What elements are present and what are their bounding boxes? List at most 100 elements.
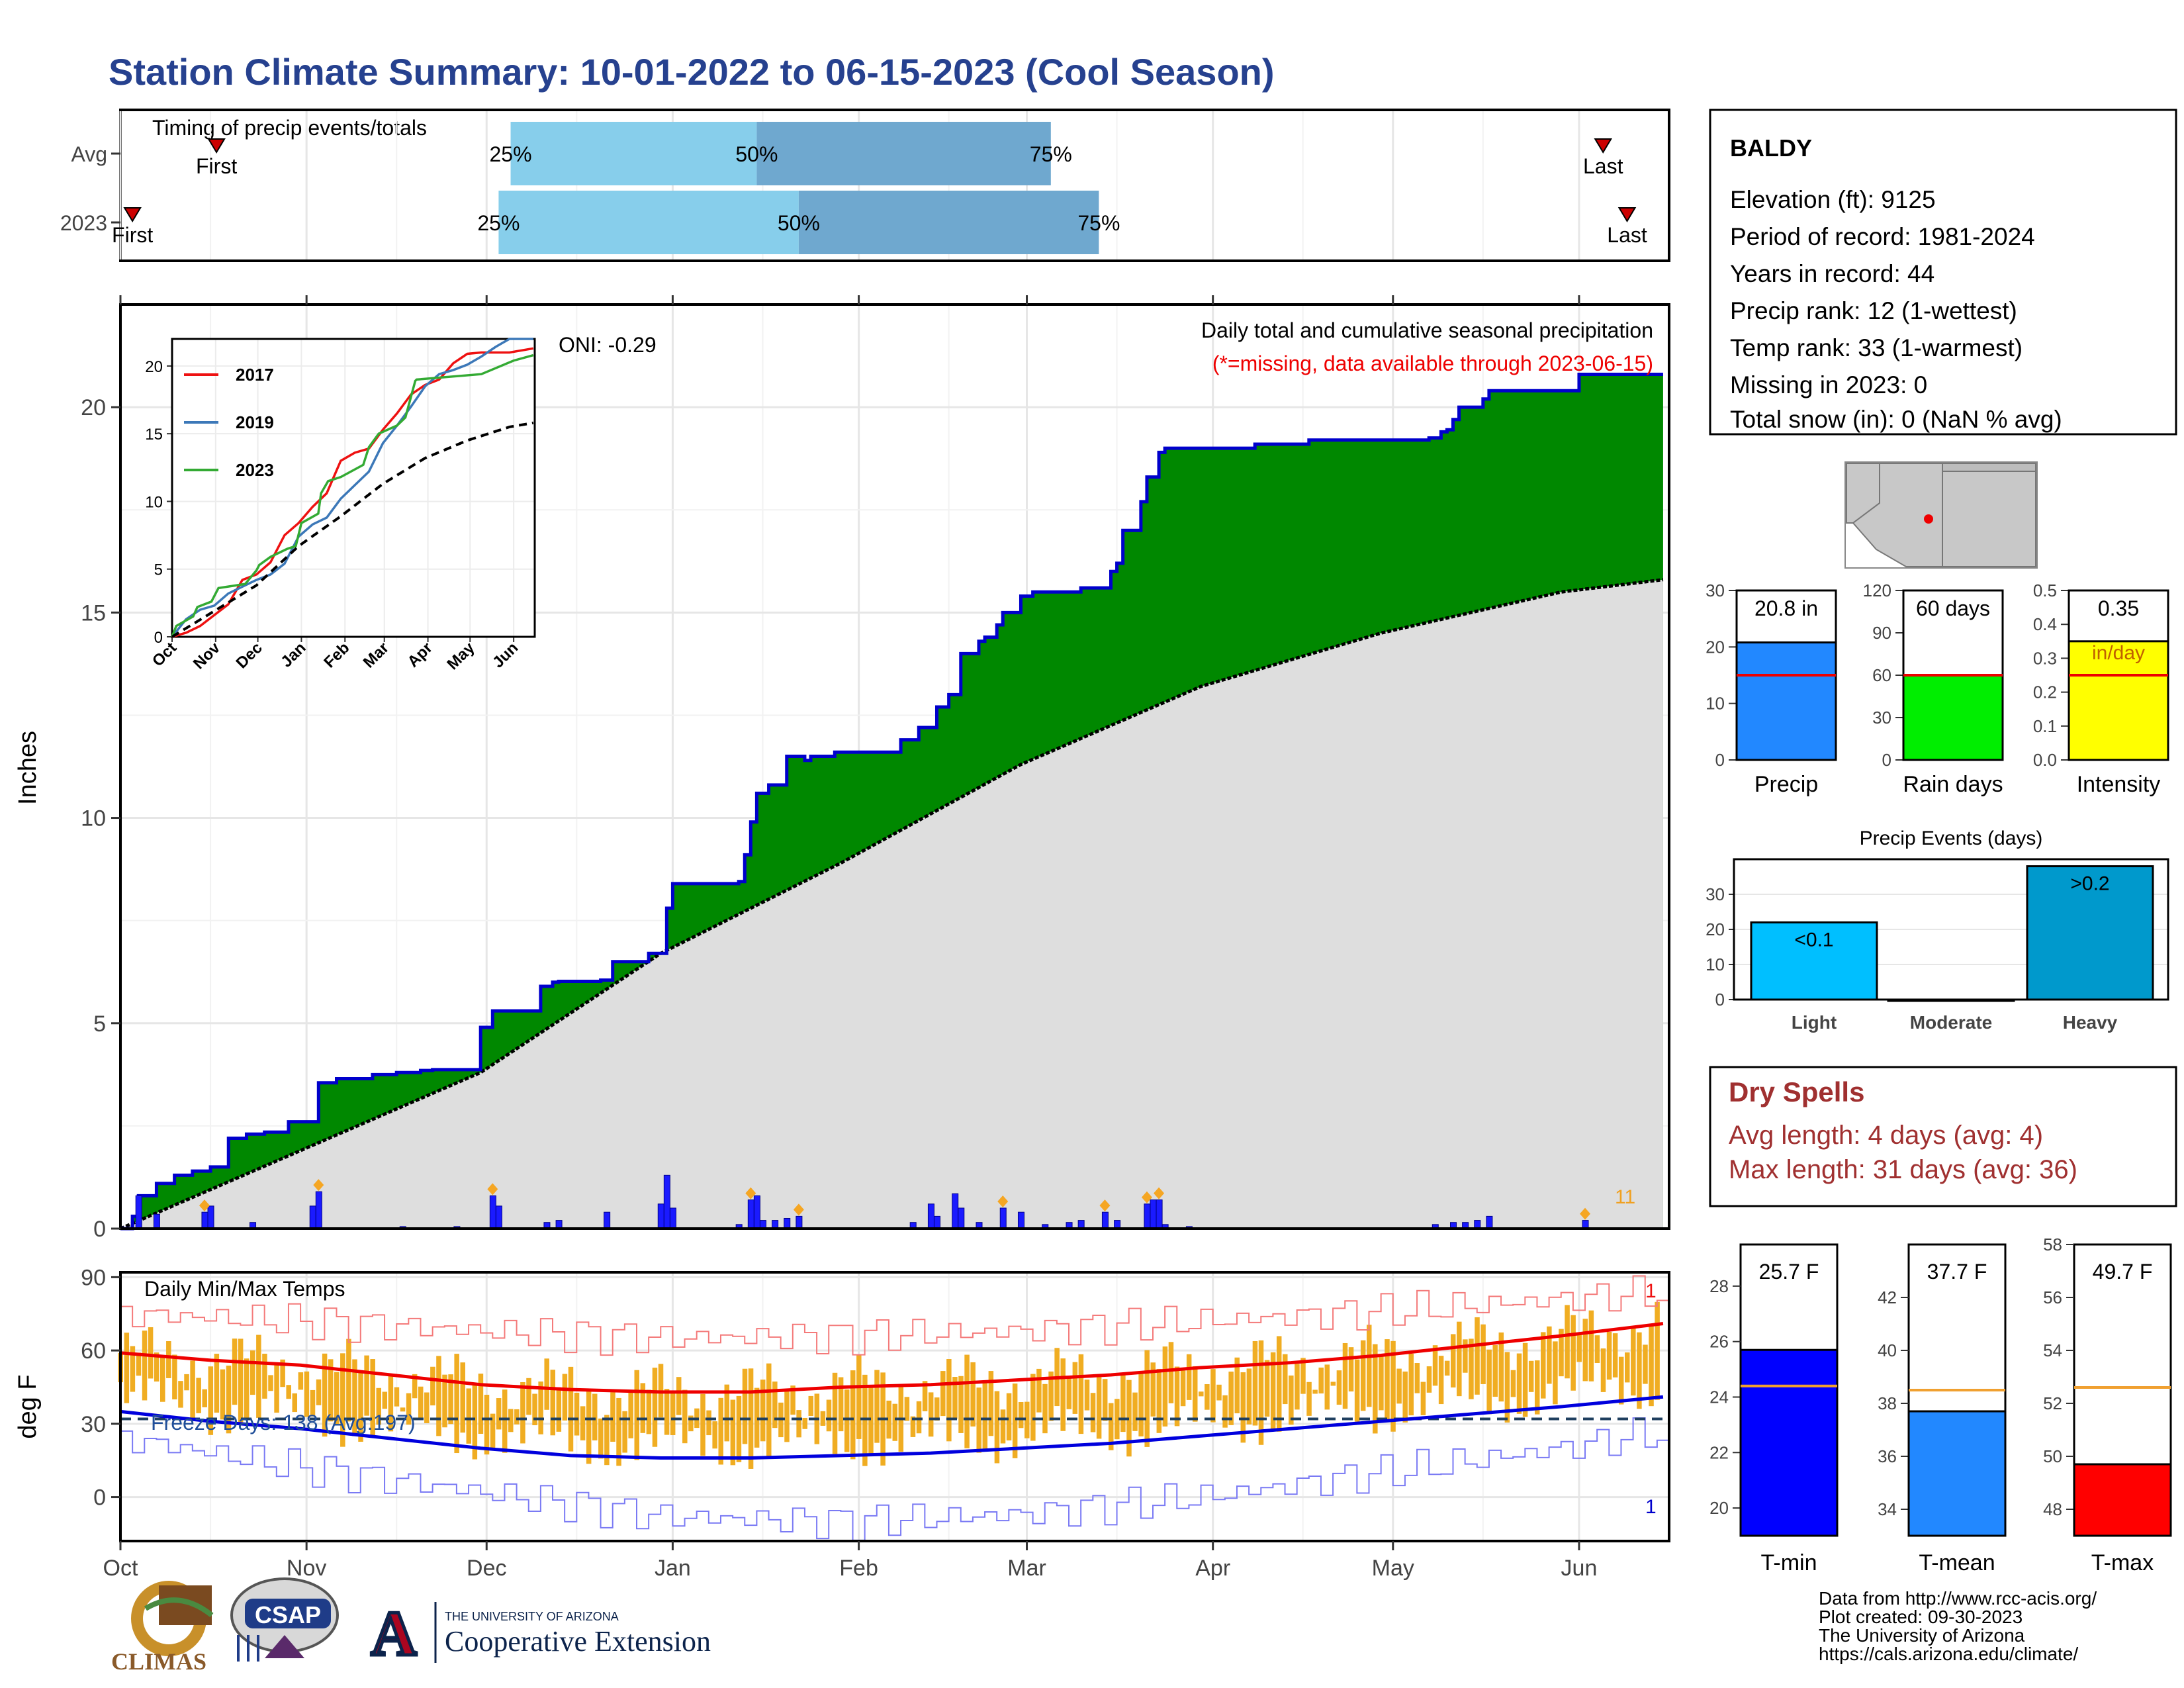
temp-range-bar [976,1387,981,1453]
temp-range-bar [1576,1332,1582,1362]
count-label: 11 [1615,1186,1635,1208]
timing-percent-label: 75% [1030,142,1072,166]
summary-bar-charts: 0 10 20 30 20.8 in Precip 0 30 60 90 120 60 days Rai… [1706,581,2169,797]
temp-range-bar [244,1358,250,1419]
temp-range-bar [688,1415,694,1432]
temp-range-bar [1186,1354,1192,1400]
temp-range-bar [1270,1352,1276,1430]
month-label: Dec [467,1556,506,1581]
temp-range-bars [118,1301,1660,1469]
temp-range-bar [1588,1310,1594,1382]
temp-range-bar [1582,1319,1588,1382]
temp-range-bar [1283,1354,1288,1405]
csap-text: CSAP [255,1601,321,1628]
dry-spells-title: Dry Spells [1729,1076,1864,1107]
temp-range-bar [1006,1393,1012,1441]
temp-bar-y-tick: 24 [1709,1387,1729,1407]
temp-range-bar [928,1392,934,1437]
mini-category-label: Intensity [2077,772,2161,797]
temp-range-bar [562,1374,568,1421]
temp-range-bar [1498,1332,1504,1402]
daily-precip-bar [1486,1215,1493,1229]
temp-y-axis: 0 30 60 90 [81,1265,120,1511]
temp-range-bar [616,1397,621,1466]
temp-range-bar [904,1397,910,1421]
temp-range-bar [1390,1340,1396,1432]
station-line: Years in record: 44 [1730,260,1934,287]
temp-range-bar [448,1374,453,1425]
temp-range-bar [1516,1353,1522,1414]
temp-range-bar [1324,1364,1330,1410]
temp-range-bar [736,1395,742,1462]
daily-precip-bar [207,1205,214,1229]
inset-y-tick: 0 [154,629,163,647]
mini-y-tick: 0.0 [2033,750,2057,770]
timing-percent-label: 50% [735,142,778,166]
temp-range-bar [322,1353,328,1437]
temp-range-bar [874,1370,880,1443]
temp-range-bar [460,1362,465,1433]
daily-precip-bar [495,1205,502,1229]
precip-marker [793,1203,804,1216]
temp-range-bar [1109,1403,1114,1450]
temp-lines [120,1275,1669,1541]
dry-spells-avg: Avg length: 4 days (avg: 4) [1729,1121,2043,1150]
temp-range-bar [172,1354,177,1399]
temp-range-bar [346,1338,351,1422]
temp-bar-y-tick: 42 [1878,1288,1897,1307]
inset-series-2017 [171,347,534,638]
temp-range-bar [148,1327,154,1379]
temp-range-bar [1354,1359,1360,1422]
y-tick-label: 60 [81,1338,106,1364]
temp-range-bar [1510,1370,1516,1397]
temp-range-bar [604,1415,610,1466]
freeze-days: Freeze Days: 138 (Avg:197) [151,1411,416,1434]
temp-range-bar [646,1389,652,1434]
y-tick-label: 0 [93,1217,106,1242]
temp-range-bar [586,1390,592,1464]
temp-range-bar [424,1392,430,1423]
mini-y-tick: 0.2 [2033,682,2057,702]
avg-max-line [120,1322,1664,1394]
daily-precip-bar [933,1215,940,1229]
temp-range-bar [382,1391,388,1409]
station-line: Temp rank: 33 (1-warmest) [1730,334,2023,361]
temp-range-bar [1042,1383,1048,1434]
temp-range-bar [580,1406,586,1440]
temp-range-bar [1402,1371,1408,1423]
temp-range-bar [484,1395,490,1455]
timing-row-label: 2023 [60,211,107,235]
inset-y-tick: 15 [145,426,163,444]
temp-range-bar [238,1338,244,1423]
temp-range-bar [268,1375,273,1391]
temp-range-bar [310,1389,316,1417]
temp-range-bar [916,1401,922,1434]
mini-y-tick: 10 [1706,694,1725,714]
temp-range-bar [388,1376,394,1432]
daily-precip-bar [927,1203,934,1229]
temp-range-bar [1192,1366,1198,1422]
temp-range-bar [1367,1325,1372,1407]
temp-range-bar [292,1393,298,1413]
temp-range-bar [1528,1360,1534,1392]
temp-range-bar [1312,1389,1318,1394]
temp-range-bar [922,1381,928,1411]
timing-row-label: Avg [71,142,107,166]
temp-range-bar [1066,1376,1072,1409]
mini-y-tick: 0.3 [2033,648,2057,668]
temp-range-bar [1360,1340,1366,1411]
temp-range-bar [1480,1324,1486,1384]
temp-range-bar [442,1374,447,1428]
temp-range-bar [159,1356,165,1402]
missing-note: (*=missing, data available through 2023-… [1212,352,1653,375]
daily-precip-bar [1101,1211,1109,1229]
temp-range-bar [994,1391,1000,1464]
temp-range-bar [1570,1315,1576,1391]
temp-range-bar [400,1407,406,1412]
temp-title: Daily Min/Max Temps [144,1277,345,1301]
temp-range-bar [808,1395,814,1417]
mini-y-tick: 0 [1715,750,1725,770]
temp-range-bar [1457,1321,1462,1397]
daily-precip-bars [135,1174,1591,1229]
